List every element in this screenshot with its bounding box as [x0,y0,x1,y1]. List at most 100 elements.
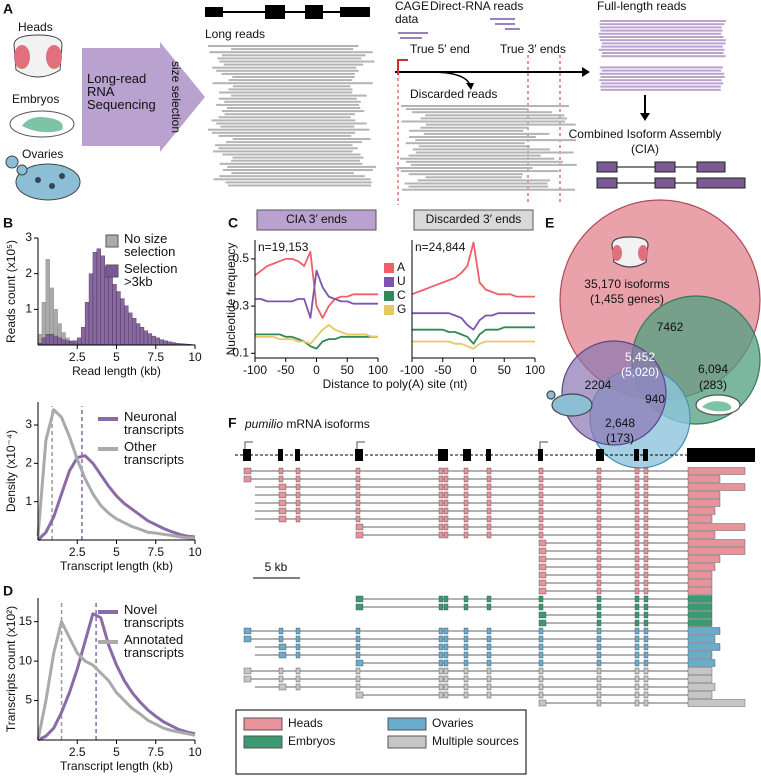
exon [486,515,492,523]
exon [295,507,301,515]
venn-labels: 35,170 isoforms (1,455 genes) 7462 5,452… [584,277,728,445]
x-tick-label: 2.5 [69,545,86,559]
long-read [212,131,356,134]
exon [486,531,492,539]
exon [596,563,602,571]
full-length-read [600,85,721,88]
exon [634,651,640,659]
exon [687,483,746,491]
exon [634,491,640,499]
discarded-read [409,129,524,132]
legend-label: Novel transcripts [124,603,184,630]
exon [486,627,492,635]
exon [538,611,547,619]
long-read [228,88,353,91]
exon [687,547,746,555]
label: (CIA) [631,142,659,156]
exon [596,499,602,507]
long-read [221,110,365,113]
exon [443,691,449,699]
exon [463,635,469,643]
exon [687,507,716,515]
exon [596,547,602,555]
exon [643,579,649,587]
venn-label: (173) [606,431,634,445]
exon [596,643,602,651]
gene-exon [295,449,300,461]
legend-label: Multiple sources [432,734,519,748]
exon [295,499,301,507]
exon [634,483,640,491]
exon [687,627,721,635]
bar [131,318,137,346]
exon [486,675,492,683]
exon [687,467,746,475]
exon [634,611,640,619]
exon [643,619,649,627]
legend-swatch [387,735,427,749]
long-read [224,113,355,116]
exon [463,651,469,659]
y-axis-label: Reads count (x10⁵) [4,240,18,343]
cia-models [596,161,746,189]
exon [687,531,716,539]
exon [486,683,492,691]
y-tick-label: 0.3 [232,298,249,312]
x-tick-label: 10 [188,745,202,759]
bar [69,341,74,346]
discarded-read [415,139,576,142]
exon [295,491,301,499]
method-arrow [82,42,205,152]
long-read [216,122,367,125]
exon [687,675,713,683]
label: size selection [169,61,183,133]
gene-exon [634,449,639,461]
long-read [216,69,359,72]
exon [538,475,544,483]
exon [538,643,544,651]
exon [295,667,301,675]
bar [88,273,94,346]
x-tick-label: 100 [525,363,545,377]
full-length-read [601,82,724,85]
exon [687,579,713,587]
legend-label: G [397,302,406,316]
legend-label-box: No size selection [124,232,175,258]
bar [124,305,129,346]
exon [596,675,602,683]
exon [243,627,252,635]
panel-label: E [545,215,554,231]
exon [243,635,252,643]
gene-exon [355,449,363,461]
exon [596,595,602,603]
exon [634,635,640,643]
full-length-read [599,36,724,38]
exon [295,467,301,475]
exon [463,691,469,699]
exon [687,643,721,651]
exon [355,491,361,499]
long-read [213,150,353,153]
exon [687,611,713,619]
long-read [220,125,355,128]
venn-label: 2,648 [605,416,635,430]
exon [538,595,544,603]
exon [463,683,469,691]
x-tick-label: 5 [113,350,120,364]
exon [463,667,469,675]
exon [687,683,716,691]
exon [634,675,640,683]
long-read [222,169,373,171]
bar [73,340,78,346]
line [36,408,196,540]
exon [687,571,713,579]
bar [112,284,117,346]
bar [53,335,58,346]
exon [538,603,544,611]
exon [538,635,544,643]
exon [278,467,284,475]
exon [438,627,444,635]
venn-label: 35,170 isoforms [584,277,669,291]
discarded-read [402,188,575,191]
long-read [232,138,371,140]
